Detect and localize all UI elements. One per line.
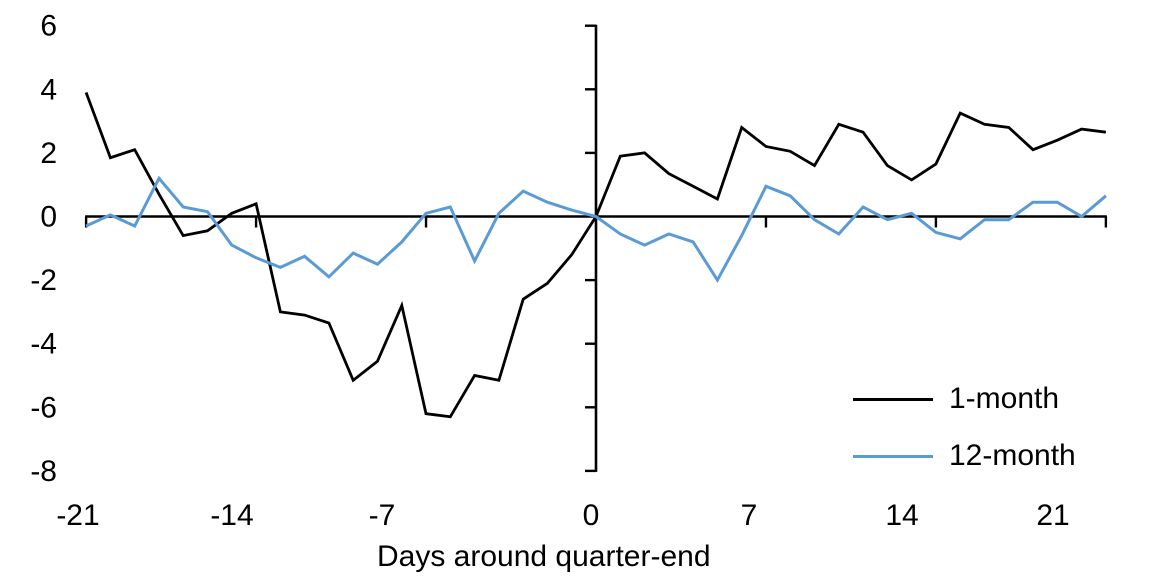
legend-label-12-month: 12-month xyxy=(949,439,1076,472)
x-tick-label: 7 xyxy=(741,499,758,532)
x-tick-label: -14 xyxy=(210,499,253,532)
y-tick-label: -6 xyxy=(30,391,57,424)
x-axis-title: Days around quarter-end xyxy=(377,540,711,573)
legend-line-blue-icon xyxy=(853,454,933,458)
x-tick-label: 14 xyxy=(885,499,918,532)
y-tick-label: -8 xyxy=(30,455,57,488)
line-12-month xyxy=(85,175,1107,284)
y-tick-label: 6 xyxy=(40,10,57,43)
y-tick-label: 4 xyxy=(40,73,57,106)
y-tick-label: -2 xyxy=(30,264,57,297)
x-tick-label: -7 xyxy=(369,499,396,532)
y-tick-label: 2 xyxy=(40,137,57,170)
y-tick-label: -4 xyxy=(30,328,57,361)
x-tick-label: 0 xyxy=(583,499,600,532)
x-tick-label: 21 xyxy=(1036,499,1069,532)
x-tick-label: -21 xyxy=(56,499,99,532)
legend-item-12-month: 12-month xyxy=(853,438,1076,474)
legend-label-1-month: 1-month xyxy=(949,382,1060,415)
legend-item-1-month: 1-month xyxy=(853,381,1059,417)
y-tick-label: 0 xyxy=(40,201,57,234)
legend-line-black-icon xyxy=(853,397,933,401)
